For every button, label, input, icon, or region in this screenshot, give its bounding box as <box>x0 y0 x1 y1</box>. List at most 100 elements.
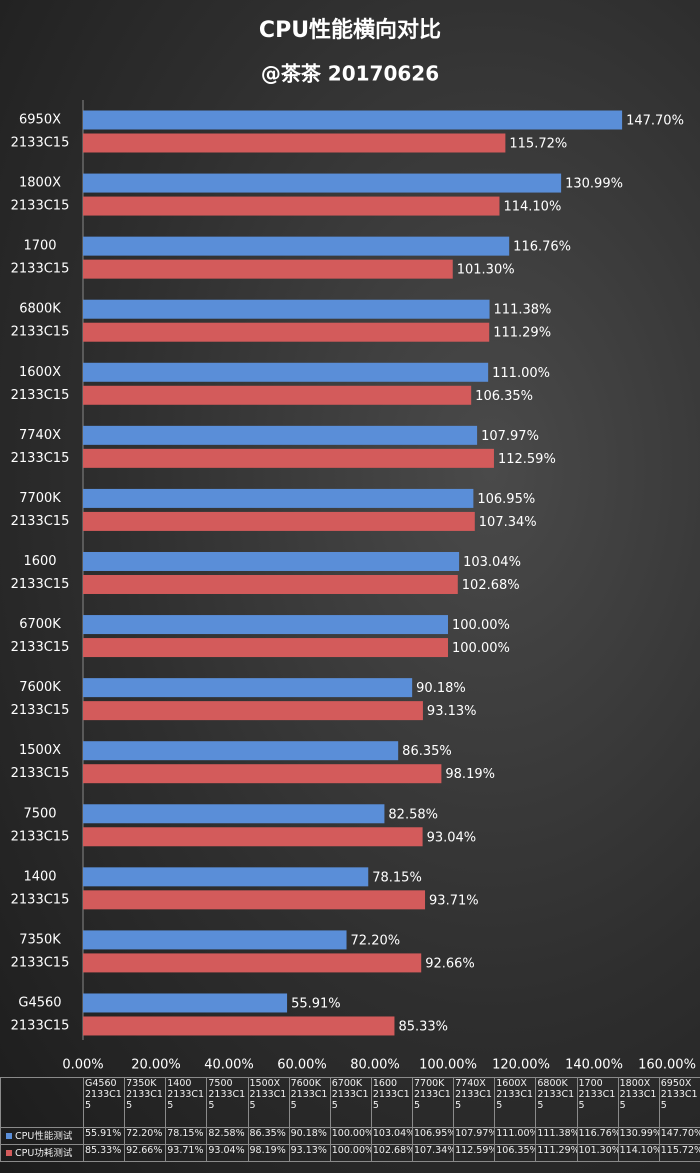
category-label: 1600 <box>372 1078 398 1090</box>
value-label: 103.04% <box>463 555 521 570</box>
bar <box>83 993 288 1013</box>
table-header: 7500 2133C15 <box>206 1077 249 1128</box>
category-label: 6950X <box>660 1078 692 1090</box>
table-cell: 55.91% <box>82 1127 126 1145</box>
bar <box>83 701 423 721</box>
table-cell: 100.00% <box>329 1144 372 1162</box>
table-cell: 98.19% <box>247 1144 290 1162</box>
y-tick-label: 2133C15 <box>11 892 70 907</box>
table-header: 1800X 2133C15 <box>617 1077 660 1128</box>
category-label: 7600K <box>290 1078 322 1090</box>
category-label: 2133C15 <box>249 1089 287 1111</box>
value-label: 72.20% <box>351 933 401 948</box>
table-header: 6700K 2133C15 <box>329 1077 372 1128</box>
value-label: 106.95% <box>477 492 535 507</box>
bar <box>83 615 448 635</box>
table-header: 7700K 2133C15 <box>411 1077 455 1128</box>
table-header: 1500X 2133C15 <box>247 1077 290 1128</box>
table-cell: 103.04% <box>370 1127 414 1145</box>
table-cell: 106.35% <box>494 1144 537 1162</box>
table-cell: 106.95% <box>411 1127 455 1145</box>
x-tick-label: 120.00% <box>492 1058 550 1073</box>
table-header: 7350K 2133C15 <box>124 1077 167 1128</box>
value-label: 93.04% <box>427 830 477 845</box>
value-label: 147.70% <box>626 114 684 129</box>
bar <box>83 741 399 761</box>
value-label: 85.33% <box>398 1019 448 1034</box>
y-tick-label: 2133C15 <box>11 1018 70 1033</box>
y-tick-label: 6950X <box>19 113 61 128</box>
x-tick-label: 60.00% <box>277 1058 327 1073</box>
bar <box>83 385 472 405</box>
x-tick-label: 0.00% <box>62 1058 103 1073</box>
table-header-row: G4560 2133C15 7350K 2133C15 1400 2133C15 7500 2… <box>0 1077 700 1128</box>
value-label: 100.00% <box>452 618 510 633</box>
value-label: 100.00% <box>452 641 510 656</box>
table-row: CPU性能测试 55.91% 72.20% 78.15% 82.58% 86.35% 90.… <box>0 1127 700 1145</box>
category-label: 1400 <box>167 1078 192 1090</box>
category-label: 7500 <box>208 1078 233 1090</box>
table-header: 6800K 2133C15 <box>535 1077 578 1128</box>
category-label: 2133C15 <box>331 1089 369 1111</box>
bar <box>83 511 475 531</box>
table-cell: 112.59% <box>453 1144 496 1162</box>
bar <box>83 236 510 256</box>
table-cell: 130.99% <box>617 1127 660 1145</box>
category-label: 6800K <box>537 1078 568 1090</box>
table-cell: 102.68% <box>370 1144 414 1162</box>
legend-item: CPU功耗测试 <box>0 1144 84 1162</box>
category-label: 2133C15 <box>208 1089 246 1111</box>
value-label: 106.35% <box>475 389 533 404</box>
table-cell: 114.10% <box>617 1144 660 1162</box>
y-tick-label: 7350K <box>19 932 61 947</box>
table-corner <box>0 1077 84 1128</box>
data-table: G4560 2133C15 7350K 2133C15 1400 2133C15 7500 2… <box>0 1077 700 1162</box>
category-label: 2133C15 <box>660 1089 698 1111</box>
value-label: 112.59% <box>498 452 556 467</box>
category-label: 2133C15 <box>537 1089 575 1111</box>
table-cell: 90.18% <box>288 1127 331 1145</box>
bar <box>83 867 369 887</box>
value-label: 93.13% <box>427 704 477 719</box>
y-tick-label: 2133C15 <box>11 955 70 970</box>
bar <box>83 804 385 824</box>
category-label: 1500X <box>249 1078 281 1090</box>
y-tick-label: 7600K <box>19 680 61 695</box>
y-tick-label: 2133C15 <box>11 766 70 781</box>
y-tick-label: 2133C15 <box>11 640 70 655</box>
table-cell: 107.34% <box>411 1144 455 1162</box>
table-header: 1700 2133C15 <box>576 1077 619 1128</box>
chart-title: CPU性能横向对比 <box>259 17 441 43</box>
y-tick-label: 2133C15 <box>11 577 70 592</box>
table-header: 7740X 2133C15 <box>453 1077 496 1128</box>
x-tick-label: 160.00% <box>638 1058 696 1073</box>
bar <box>83 930 347 950</box>
x-tick-label: 140.00% <box>565 1058 623 1073</box>
legend-swatch <box>6 1149 12 1156</box>
value-label: 93.71% <box>429 893 479 908</box>
y-tick-label: 7700K <box>19 491 61 506</box>
category-label: 2133C15 <box>455 1089 492 1111</box>
bar <box>83 1016 395 1036</box>
category-label: 2133C15 <box>167 1089 205 1111</box>
table-cell: 111.00% <box>494 1127 537 1145</box>
bar <box>83 322 490 342</box>
category-label: 1700 <box>578 1078 603 1090</box>
y-tick-label: 1500X <box>19 743 61 758</box>
table-row: CPU功耗测试 85.33% 92.66% 93.71% 93.04% 98.19% 93.… <box>0 1144 700 1162</box>
y-tick-label: 2133C15 <box>11 136 70 151</box>
table-cell: 86.35% <box>247 1127 290 1145</box>
y-tick-label: 6700K <box>19 617 61 632</box>
value-label: 98.19% <box>445 767 495 782</box>
y-tick-label: G4560 <box>18 995 61 1010</box>
table-header: G4560 2133C15 <box>82 1077 126 1128</box>
y-tick-label: 1600 <box>23 554 56 569</box>
value-label: 111.38% <box>494 303 552 318</box>
bar <box>83 110 623 130</box>
category-label: 2133C15 <box>496 1089 534 1111</box>
category-label: 2133C15 <box>372 1089 410 1111</box>
table-header: 1400 2133C15 <box>165 1077 208 1128</box>
table-cell: 101.30% <box>576 1144 619 1162</box>
category-label: 2133C15 <box>619 1089 657 1111</box>
